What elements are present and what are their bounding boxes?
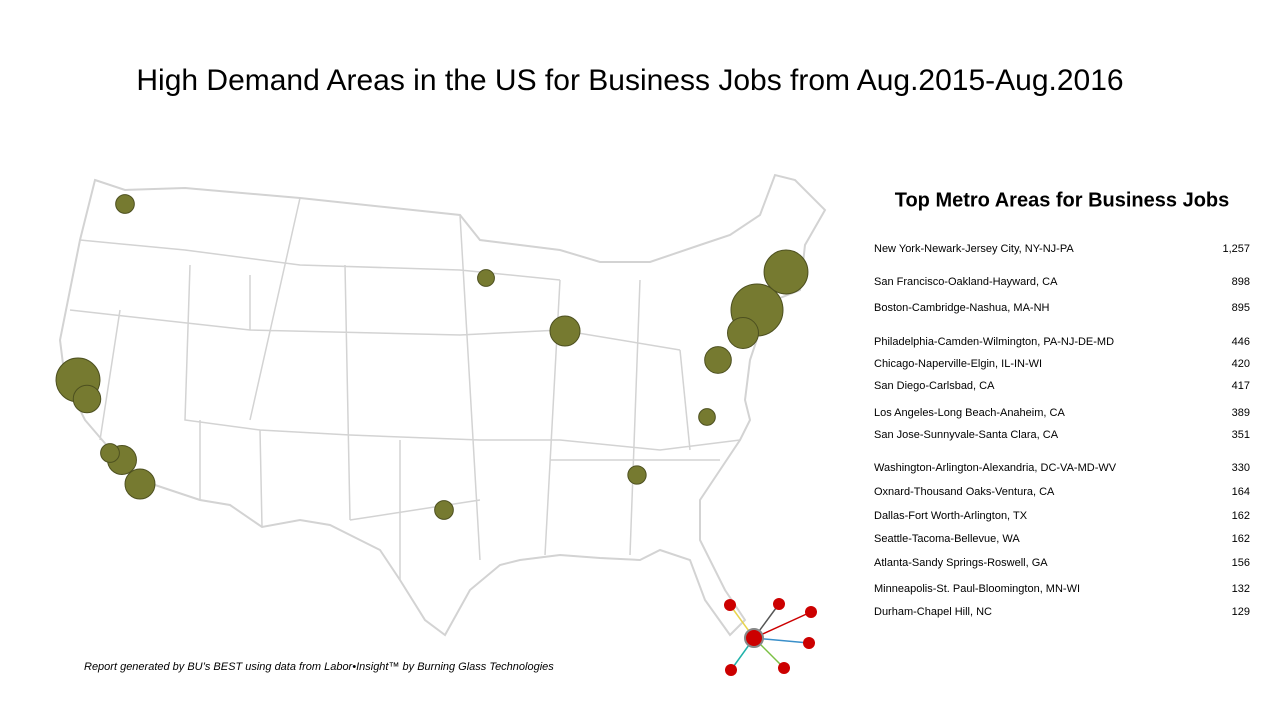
- metro-name: Atlanta-Sandy Springs-Roswell, GA: [874, 557, 1048, 569]
- metro-value: 129: [1232, 606, 1250, 618]
- metro-value: 446: [1232, 336, 1250, 348]
- metro-value: 132: [1232, 583, 1250, 595]
- state-lines: [69, 197, 741, 580]
- metro-bubble: [627, 465, 647, 485]
- metro-name: Philadelphia-Camden-Wilmington, PA-NJ-DE…: [874, 336, 1114, 348]
- us-map: [58, 173, 827, 637]
- metro-value: 162: [1232, 510, 1250, 522]
- metro-name: Seattle-Tacoma-Bellevue, WA: [874, 533, 1020, 545]
- slide-title: High Demand Areas in the US for Business…: [136, 64, 1123, 97]
- metro-name: San Jose-Sunnyvale-Santa Clara, CA: [874, 429, 1059, 441]
- metro-bubble: [704, 346, 732, 374]
- metro-value: 417: [1232, 380, 1250, 392]
- metro-name: Los Angeles-Long Beach-Anaheim, CA: [874, 407, 1065, 419]
- metro-bubble: [124, 468, 156, 500]
- metro-bubble: [549, 315, 581, 347]
- metro-value: 330: [1232, 462, 1250, 474]
- metro-bubble: [100, 443, 120, 463]
- metro-value: 898: [1232, 276, 1250, 288]
- metro-bubble: [477, 269, 495, 287]
- metro-value: 389: [1232, 407, 1250, 419]
- table: New York-Newark-Jersey City, NY-NJ-PA 1,2…: [874, 243, 1250, 618]
- metro-value: 895: [1232, 302, 1250, 314]
- metro-name: Washington-Arlington-Alexandria, DC-VA-M…: [874, 462, 1117, 474]
- us-outline: [58, 173, 827, 637]
- metro-bubble: [115, 194, 135, 214]
- metro-value: 162: [1232, 533, 1250, 545]
- table-title: Top Metro Areas for Business Jobs: [895, 189, 1230, 211]
- bubble-layer: [55, 194, 809, 520]
- metro-name: San Diego-Carlsbad, CA: [874, 380, 995, 392]
- metro-name: Oxnard-Thousand Oaks-Ventura, CA: [874, 486, 1055, 498]
- metro-name: New York-Newark-Jersey City, NY-NJ-PA: [874, 243, 1074, 255]
- metro-value: 1,257: [1222, 243, 1250, 255]
- metro-value: 351: [1232, 429, 1250, 441]
- metro-name: Dallas-Fort Worth-Arlington, TX: [874, 510, 1028, 522]
- metro-bubble: [434, 500, 454, 520]
- metro-name: Boston-Cambridge-Nashua, MA-NH: [874, 302, 1050, 314]
- network-icon: [724, 598, 817, 676]
- metro-value: 156: [1232, 557, 1250, 569]
- metro-name: Minneapolis-St. Paul-Bloomington, MN-WI: [874, 583, 1080, 595]
- metro-value: 164: [1232, 486, 1250, 498]
- metro-bubble: [763, 249, 809, 295]
- metro-bubble: [727, 317, 759, 349]
- metro-name: Chicago-Naperville-Elgin, IL-IN-WI: [874, 358, 1042, 370]
- metro-bubble: [72, 384, 102, 414]
- metro-bubble: [698, 408, 716, 426]
- footnote: Report generated by BU’s BEST using data…: [84, 661, 554, 673]
- metro-name: Durham-Chapel Hill, NC: [874, 606, 992, 618]
- metro-name: San Francisco-Oakland-Hayward, CA: [874, 276, 1058, 288]
- metro-value: 420: [1232, 358, 1250, 370]
